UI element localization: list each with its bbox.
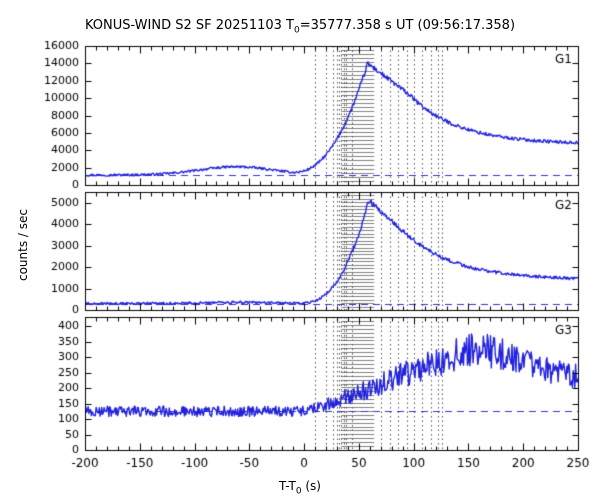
y-axis-label: counts / sec	[16, 209, 30, 282]
x-axis-label: T-T0 (s)	[279, 479, 321, 497]
chart-title: KONUS-WIND S2 SF 20251103 T0=35777.358 s…	[84, 18, 516, 36]
